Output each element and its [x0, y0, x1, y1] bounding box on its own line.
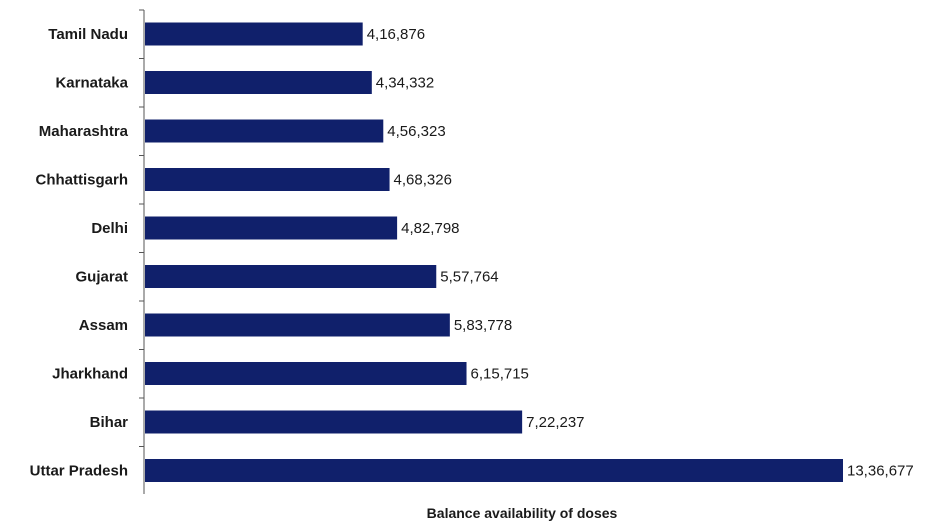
labels-layer: Tamil Nadu 4,16,876 Karnataka 4,34,332 Mahar… [30, 26, 914, 480]
value-label: 5,57,764 [440, 269, 498, 286]
category-label: Jharkhand [52, 366, 128, 383]
bar-chhattisgarh [145, 168, 390, 191]
category-label: Karnataka [55, 75, 128, 92]
value-label: 6,15,715 [471, 366, 529, 383]
bar-delhi [145, 216, 398, 240]
y-axis-ticks [139, 9, 144, 447]
bar-gujarat [145, 265, 437, 288]
bar-uttar-pradesh [145, 459, 843, 482]
category-label: Assam [79, 317, 128, 334]
value-label: 4,68,326 [394, 172, 452, 189]
value-label: 13,36,677 [847, 463, 914, 480]
bar-bihar [145, 410, 523, 434]
x-axis-title: Balance availability of doses [427, 505, 618, 521]
bar-karnataka [145, 71, 372, 94]
value-label: 5,83,778 [454, 317, 512, 334]
category-label: Chhattisgarh [35, 172, 128, 189]
value-label: 4,16,876 [367, 26, 425, 43]
bar-assam [145, 313, 450, 337]
value-label: 7,22,237 [526, 414, 584, 431]
bar-tamil-nadu [145, 22, 363, 46]
value-label: 4,56,323 [387, 123, 445, 140]
bar-jharkhand [145, 362, 467, 385]
category-label: Maharashtra [39, 123, 129, 140]
category-label: Uttar Pradesh [30, 463, 128, 480]
category-label: Tamil Nadu [48, 26, 128, 43]
category-label: Gujarat [75, 269, 128, 286]
bar-maharashtra [145, 119, 384, 143]
category-label: Bihar [90, 414, 129, 431]
category-label: Delhi [91, 220, 128, 237]
value-label: 4,34,332 [376, 75, 434, 92]
value-label: 4,82,798 [401, 220, 459, 237]
bars-layer [145, 22, 843, 482]
